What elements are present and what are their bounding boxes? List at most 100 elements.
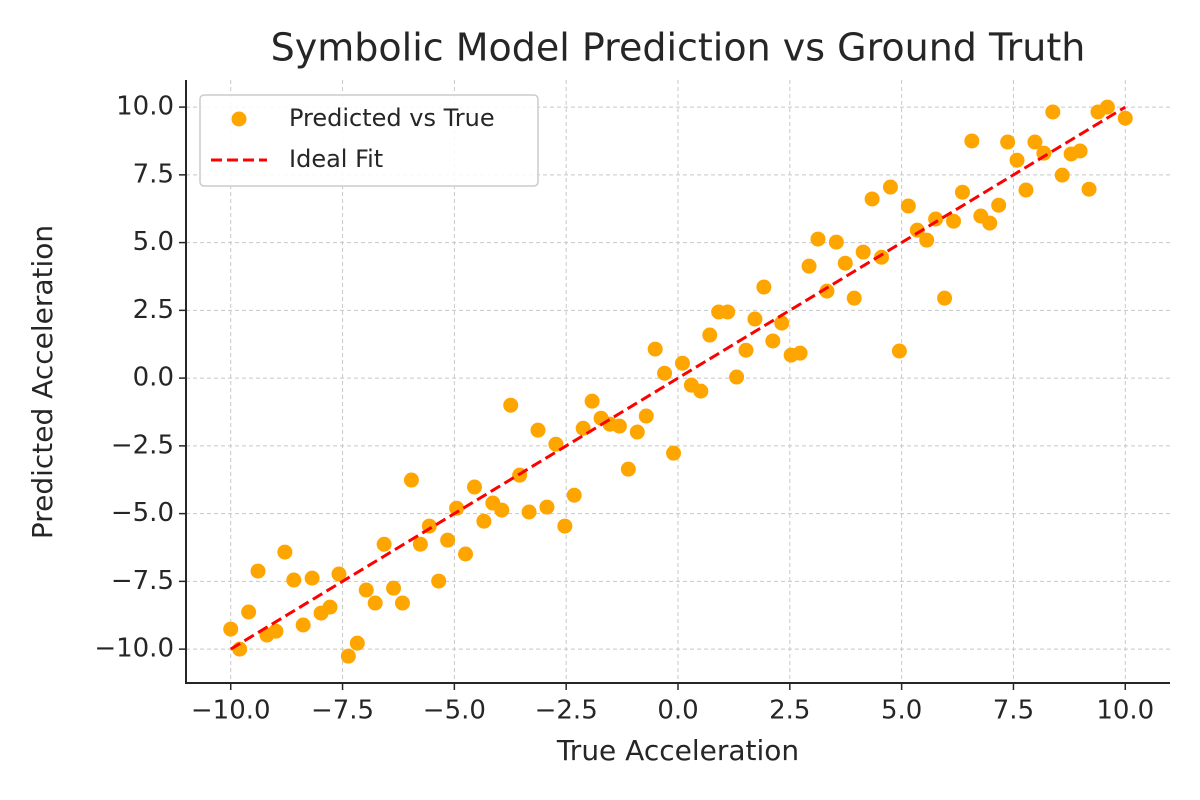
scatter-point <box>494 502 510 518</box>
scatter-point <box>566 487 582 503</box>
scatter-point <box>792 345 808 361</box>
scatter-point <box>322 599 338 615</box>
scatter-point <box>1018 182 1034 198</box>
legend-label: Predicted vs True <box>289 104 495 132</box>
scatter-point <box>250 563 266 579</box>
fit-line <box>229 105 1127 651</box>
y-tick-label: 5.0 <box>133 227 174 257</box>
scatter-point <box>900 198 916 214</box>
scatter-point <box>584 393 600 409</box>
scatter-point <box>403 472 419 488</box>
scatter-point <box>340 648 356 664</box>
scatter-point <box>449 500 465 516</box>
scatter-point <box>440 532 456 548</box>
scatter-point <box>738 342 754 358</box>
scatter-point <box>657 365 673 381</box>
scatter-point <box>358 582 374 598</box>
scatter-point <box>1117 110 1133 126</box>
scatter-point <box>530 422 546 438</box>
x-tick-label: 0.0 <box>657 696 698 726</box>
x-tick-label: 10.0 <box>1096 696 1154 726</box>
scatter-point <box>1072 143 1088 159</box>
x-tick-label: 5.0 <box>881 696 922 726</box>
scatter-point <box>774 315 790 331</box>
y-tick-label: −10.0 <box>94 634 174 664</box>
scatter-point <box>521 504 537 520</box>
scatter-point <box>349 635 365 651</box>
scatter-point <box>946 213 962 229</box>
scatter-point <box>241 604 257 620</box>
scatter-point <box>864 191 880 207</box>
scatter-point <box>846 290 862 306</box>
scatter-point <box>277 544 293 560</box>
scatter-point <box>1081 181 1097 197</box>
scatter-point <box>223 621 239 637</box>
scatter-point <box>431 573 447 589</box>
scatter-point <box>295 617 311 633</box>
y-tick-label: −5.0 <box>111 498 174 528</box>
scatter-point <box>891 343 907 359</box>
scatter-point <box>693 383 709 399</box>
scatter-point <box>1000 134 1016 150</box>
scatter-point <box>964 133 980 149</box>
y-tick-label: 7.5 <box>133 159 174 189</box>
scatter-point <box>810 231 826 247</box>
scatter-point <box>666 445 682 461</box>
y-tick-label: 10.0 <box>116 92 174 122</box>
scatter-point <box>268 623 284 639</box>
scatter-point <box>1099 99 1115 115</box>
legend-marker <box>231 111 247 127</box>
scatter-point <box>801 258 817 274</box>
scatter-point <box>1054 167 1070 183</box>
scatter-point <box>386 580 402 596</box>
scatter-point <box>937 290 953 306</box>
scatter-point <box>331 566 347 582</box>
scatter-point <box>909 222 925 238</box>
x-tick-label: 7.5 <box>993 696 1034 726</box>
scatter-point <box>647 341 663 357</box>
scatter-point <box>476 513 492 529</box>
scatter-point <box>503 397 519 413</box>
chart-title: Symbolic Model Prediction vs Ground Trut… <box>271 26 1086 70</box>
y-tick-label: 2.5 <box>133 295 174 325</box>
y-tick-label: −2.5 <box>111 430 174 460</box>
x-tick-label: 2.5 <box>769 696 810 726</box>
x-tick-label: −7.5 <box>311 696 374 726</box>
scatter-point <box>828 234 844 250</box>
scatter-point <box>819 283 835 299</box>
scatter-point <box>539 499 555 515</box>
scatter-point <box>874 249 890 265</box>
scatter-point <box>611 418 627 434</box>
y-tick-label: −7.5 <box>111 566 174 596</box>
scatter-point <box>458 546 474 562</box>
y-tick-label: 0.0 <box>133 363 174 393</box>
scatter-point <box>702 327 718 343</box>
scatter-point <box>855 244 871 260</box>
scatter-point <box>376 536 392 552</box>
scatter-point <box>286 572 302 588</box>
scatter-point <box>367 595 383 611</box>
scatter-point <box>919 232 935 248</box>
scatter-point <box>1009 152 1025 168</box>
scatter-point <box>557 518 573 534</box>
y-axis-label: Predicted Acceleration <box>26 225 59 539</box>
scatter-point <box>638 408 654 424</box>
scatter-point <box>729 369 745 385</box>
scatter-point <box>394 595 410 611</box>
scatter-point <box>954 184 970 200</box>
scatter-point <box>1027 134 1043 150</box>
scatter-point <box>720 304 736 320</box>
legend-label: Ideal Fit <box>289 145 383 173</box>
scatter-point <box>466 479 482 495</box>
scatter-point <box>620 461 636 477</box>
scatter-point <box>1045 104 1061 120</box>
x-axis-label: True Acceleration <box>556 734 799 767</box>
scatter-point <box>304 570 320 586</box>
scatter-point <box>1036 145 1052 161</box>
scatter-point <box>837 255 853 271</box>
scatter-point <box>674 355 690 371</box>
scatter-point <box>747 311 763 327</box>
scatter-point <box>412 536 428 552</box>
scatter-point <box>548 436 564 452</box>
x-tick-label: −10.0 <box>191 696 271 726</box>
